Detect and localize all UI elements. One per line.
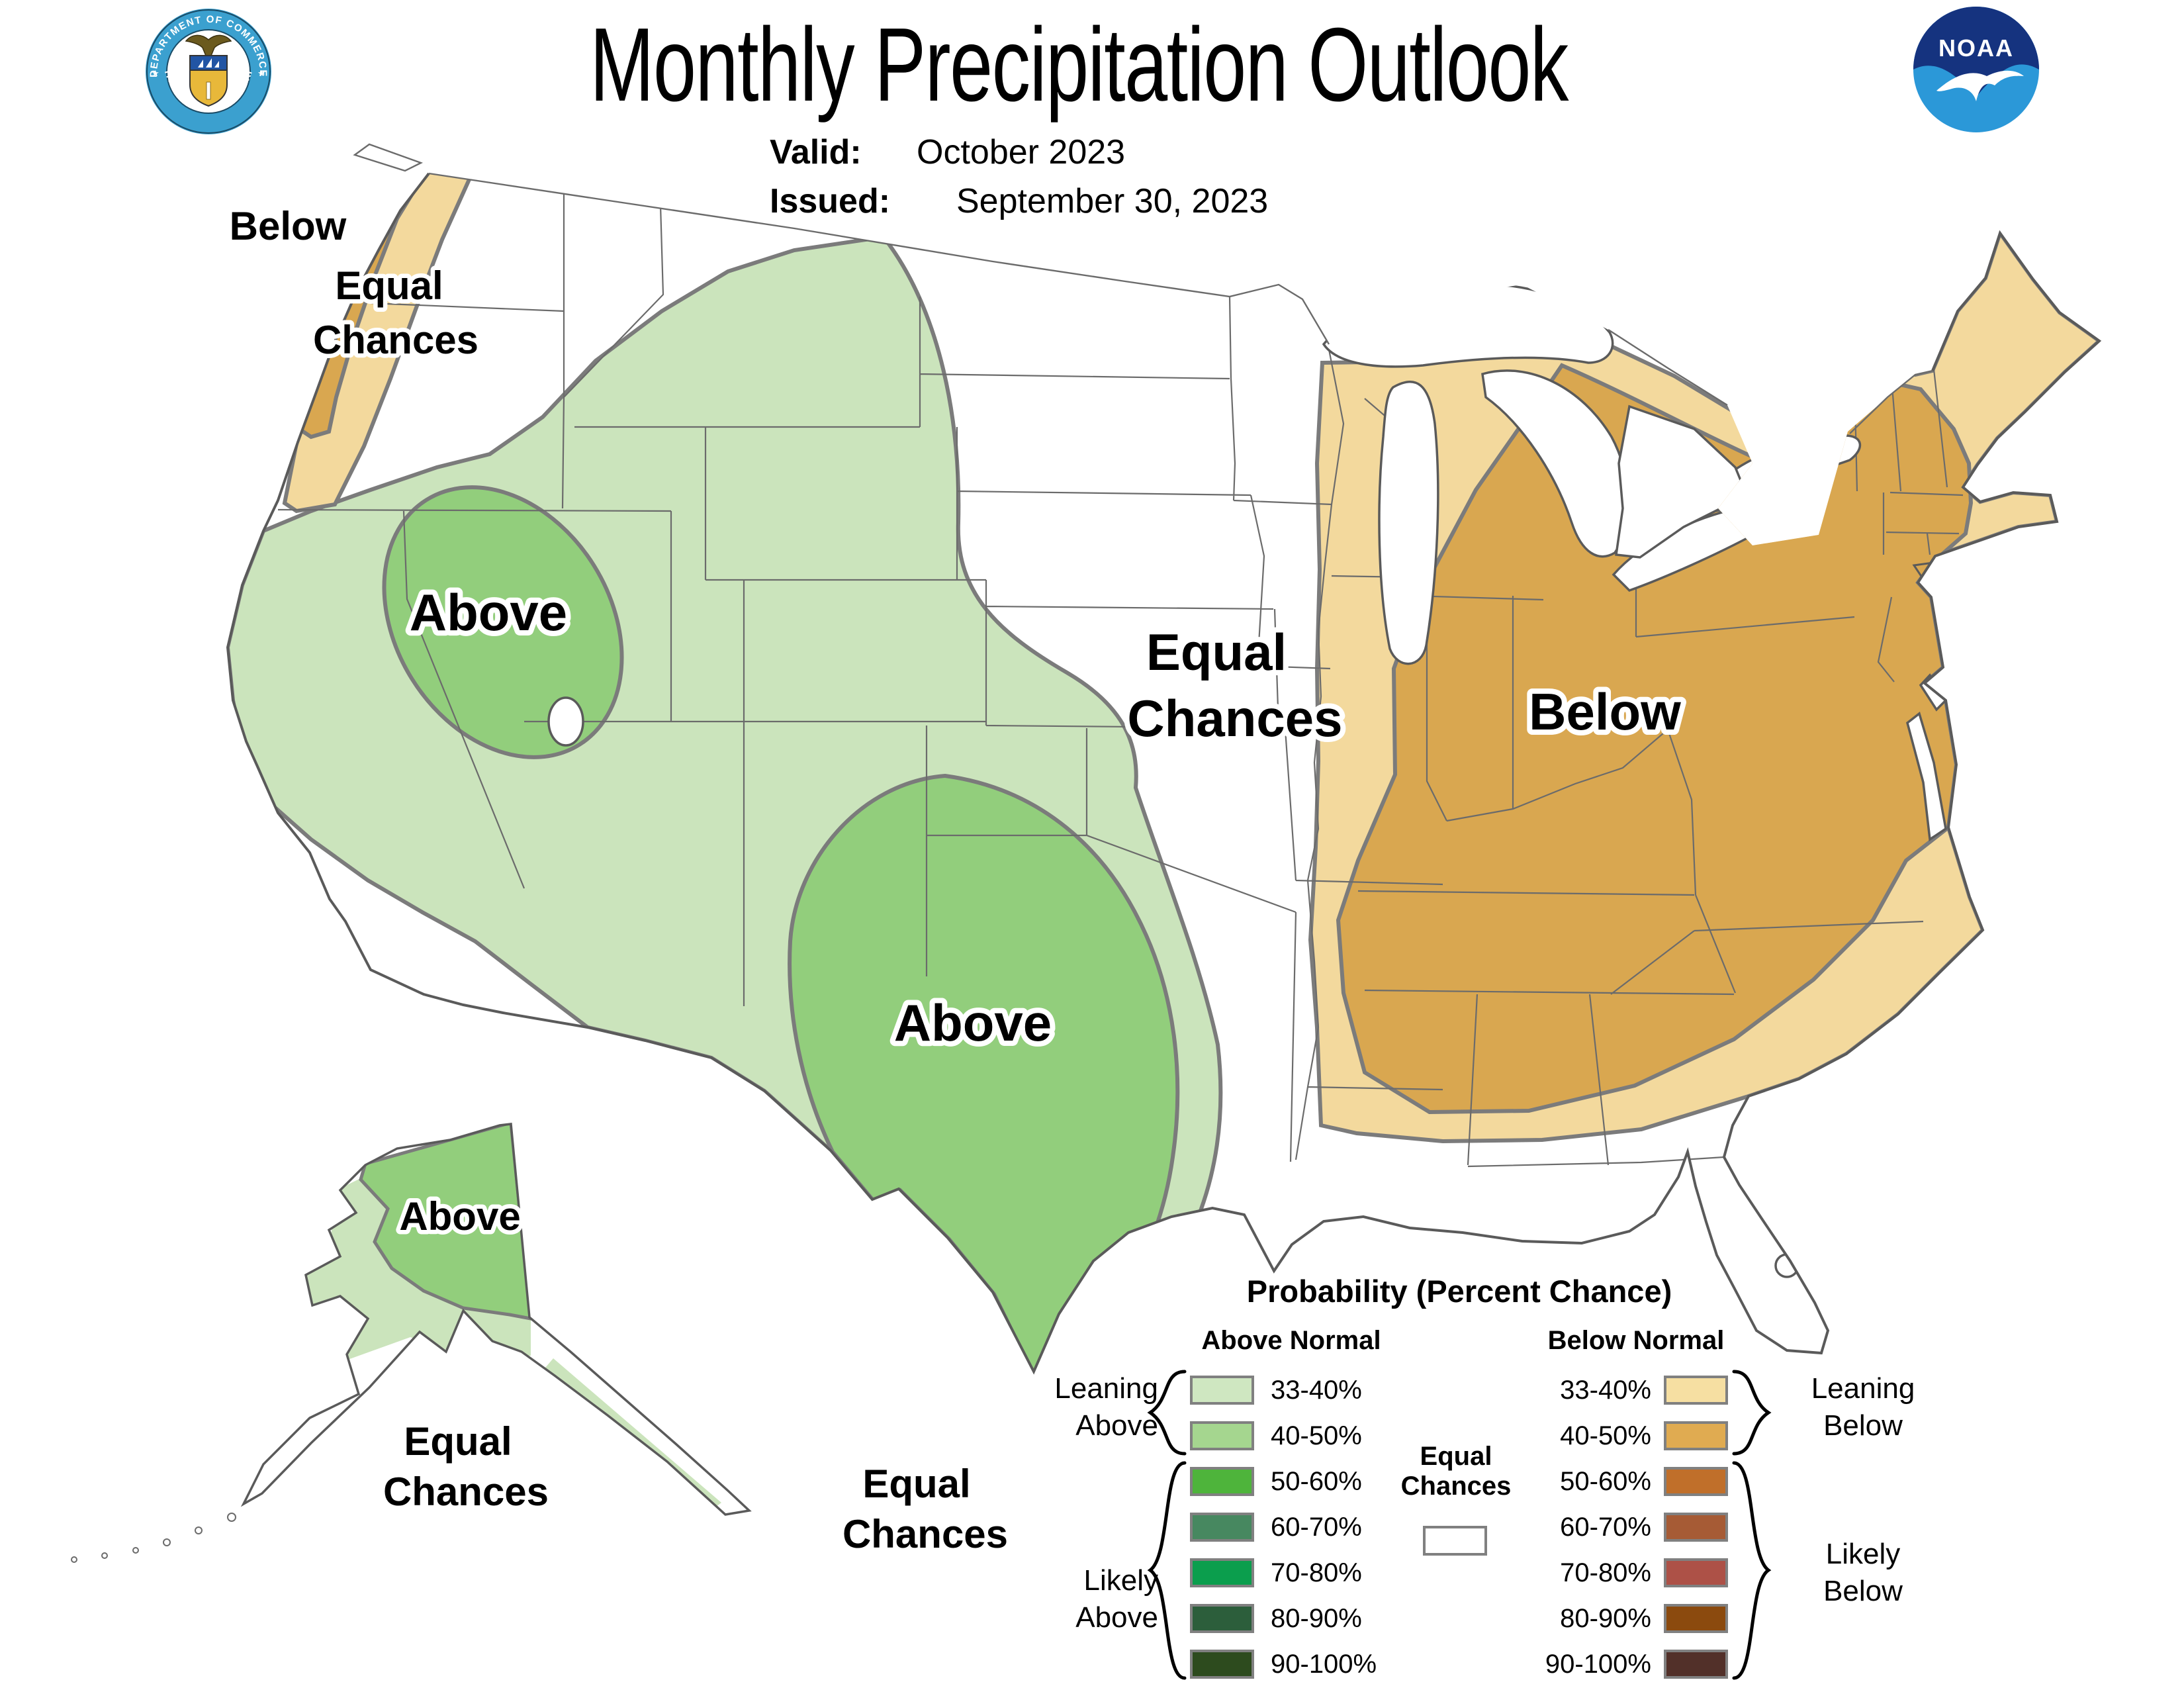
legend-range-below-50-60: 50-60% (1560, 1467, 1651, 1496)
legend-range-below-80-90: 80-90% (1560, 1604, 1651, 1633)
probability-legend: Probability (Percent Chance) Above Norma… (993, 1261, 1926, 1688)
legend-swatch-below-50-60 (1664, 1467, 1728, 1496)
legend-swatch-below-90-100 (1664, 1650, 1728, 1679)
legend-range-above-90-100: 90-100% (1271, 1650, 1377, 1679)
brace-likely-below (1732, 1461, 1772, 1680)
issued-value: September 30, 2023 (956, 182, 1269, 220)
great-salt-lake (547, 696, 584, 747)
map-label-east-below: Below (1529, 682, 1681, 741)
map-label-tx-above: Above (894, 994, 1052, 1052)
legend-swatch-below-40-50 (1664, 1421, 1728, 1450)
legend-swatch-below-70-80 (1664, 1558, 1728, 1587)
ontario-peninsula (1615, 404, 1747, 559)
map-label-ak-sw-equal-2: Chances (383, 1470, 549, 1514)
legend-range-above-40-50: 40-50% (1271, 1421, 1362, 1450)
legend-likely-above-label: Likely Above (1075, 1564, 1158, 1634)
noaa-seagull-icon (1936, 70, 2024, 101)
canada-border (428, 172, 1933, 434)
legend-range-below-70-80: 70-80% (1560, 1558, 1651, 1587)
legend-title: Probability (Percent Chance) (1246, 1274, 1672, 1309)
legend-range-below-33-40: 33-40% (1560, 1376, 1651, 1405)
map-label-nw-above: Above (410, 583, 567, 641)
lake-superior (1322, 283, 1614, 368)
valid-label: Valid: (770, 133, 862, 171)
noaa-logo-dark-top (1913, 7, 2039, 97)
legend-range-below-90-100: 90-100% (1545, 1650, 1651, 1679)
legend-swatch-above-80-90 (1190, 1604, 1254, 1633)
issued-label: Issued: (770, 182, 891, 220)
legend-swatch-above-40-50 (1190, 1421, 1254, 1450)
page-title: Monthly Precipitation Outlook (590, 7, 1569, 123)
legend-above-normal-header: Above Normal (1201, 1326, 1381, 1355)
legend-likely-below-label: Likely Below (1823, 1538, 1903, 1607)
legend-range-above-33-40: 33-40% (1271, 1376, 1362, 1405)
commerce-seal-logo: DEPARTMENT OF COMMERCE UNITED STATES OF … (142, 5, 271, 134)
map-label-pnw-below: Below (230, 204, 347, 248)
map-label-pnw-equal-1: Equal (335, 263, 443, 308)
valid-value: October 2023 (917, 133, 1126, 171)
legend-range-above-80-90: 80-90% (1271, 1604, 1362, 1633)
legend-range-above-70-80: 70-80% (1271, 1558, 1362, 1587)
legend-below-normal-header: Below Normal (1547, 1326, 1725, 1355)
map-label-ak-above: Above (399, 1194, 520, 1239)
alaska-outline (240, 1123, 752, 1516)
legend-range-above-50-60: 50-60% (1271, 1467, 1362, 1496)
lake-michigan (1378, 380, 1439, 665)
legend-swatch-below-33-40 (1664, 1376, 1728, 1405)
legend-swatch-below-80-90 (1664, 1604, 1728, 1633)
legend-range-below-40-50: 40-50% (1560, 1421, 1651, 1450)
legend-swatch-above-50-60 (1190, 1467, 1254, 1496)
legend-swatch-above-60-70 (1190, 1513, 1254, 1542)
great-lakes (547, 283, 1948, 1278)
brace-leaning-above (1147, 1370, 1187, 1456)
lake-huron (1481, 369, 1629, 558)
legend-leaning-above-label: Leaning Above (1054, 1372, 1158, 1442)
legend-braces (1147, 1370, 1772, 1680)
validity-block: Valid: October 2023 Issued: September 30… (770, 132, 1432, 238)
legend-swatch-above-33-40 (1190, 1376, 1254, 1405)
legend-swatch-above-90-100 (1190, 1650, 1254, 1679)
noaa-logo: NOAA (1913, 7, 2039, 132)
map-label-plains-equal-2: Chances (1127, 689, 1342, 747)
legend-leaning-below-label: Leaning Below (1811, 1372, 1915, 1442)
legend-equal-chances-line1: Equal (1420, 1442, 1492, 1471)
legend-swatch-above-70-80 (1190, 1558, 1254, 1587)
map-label-ak-se-equal-1: Equal (862, 1462, 970, 1506)
aleutian-islands (71, 1513, 236, 1563)
chesapeake-bay (1906, 712, 1947, 842)
map-label-ak-se-equal-2: Chances (842, 1512, 1008, 1556)
legend-swatch-below-60-70 (1664, 1513, 1728, 1542)
svg-text:★: ★ (257, 68, 265, 78)
legend-equal-chances-swatch (1423, 1526, 1487, 1556)
map-label-ak-sw-equal-1: Equal (404, 1419, 512, 1464)
brace-likely-above (1147, 1461, 1187, 1680)
svg-text:★: ★ (152, 68, 159, 78)
conus-outline (226, 172, 2102, 1375)
noaa-logo-text: NOAA (1938, 34, 2014, 62)
map-label-plains-equal-1: Equal (1146, 623, 1287, 681)
legend-range-above-60-70: 60-70% (1271, 1513, 1362, 1542)
legend-equal-chances-line2: Chances (1400, 1472, 1512, 1501)
vancouver-island (353, 143, 424, 172)
brace-leaning-below (1732, 1370, 1772, 1456)
legend-range-below-60-70: 60-70% (1560, 1513, 1651, 1542)
map-label-pnw-equal-2: Chances (313, 318, 478, 362)
